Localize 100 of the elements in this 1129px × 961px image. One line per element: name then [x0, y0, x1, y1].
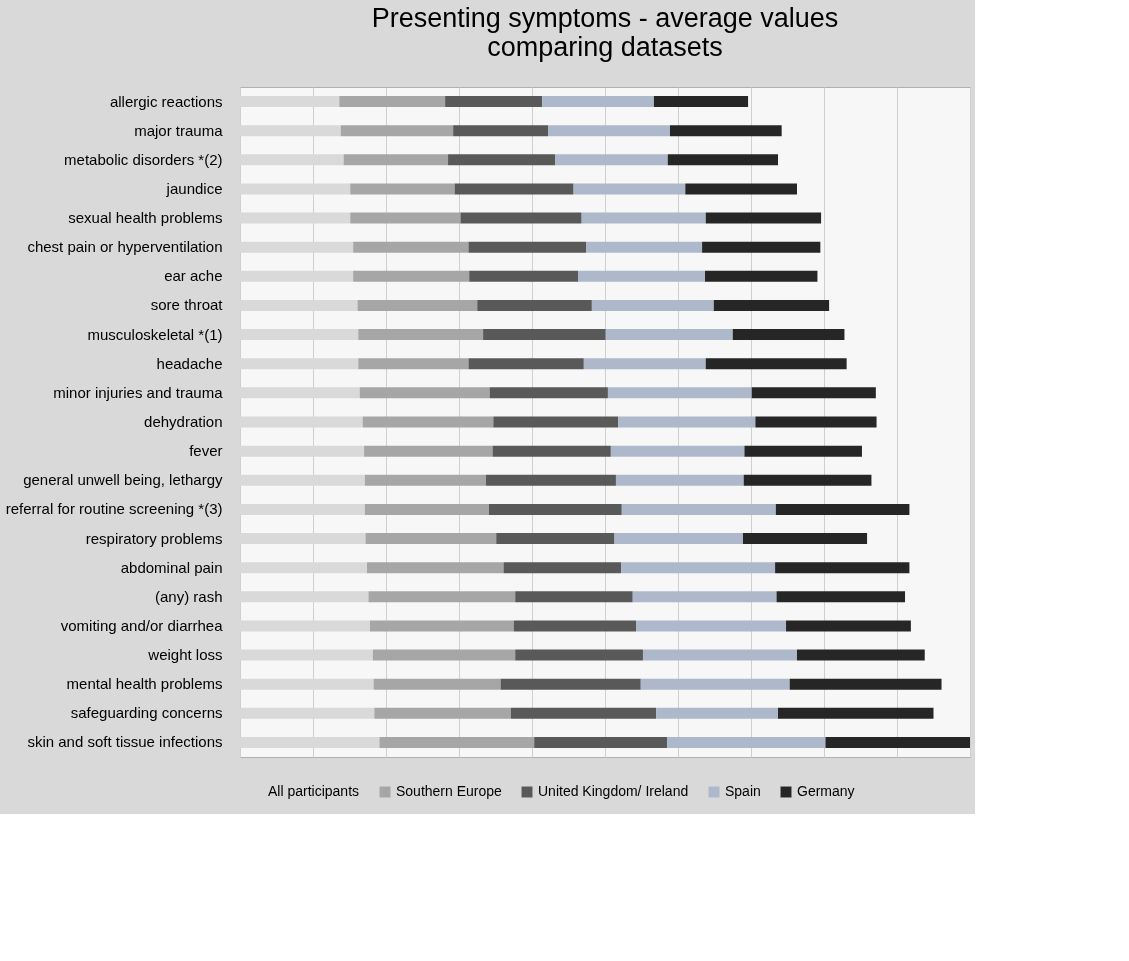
bar [500, 678, 641, 690]
bar [577, 270, 706, 282]
y-tick-label: safeguarding concerns [70, 704, 223, 722]
bar [775, 562, 910, 574]
bar [573, 183, 686, 195]
y-tick-label: ear ache [164, 267, 223, 285]
bar [510, 707, 657, 719]
bar [825, 736, 970, 748]
bar [468, 241, 587, 253]
y-tick-label: (any) rash [154, 587, 223, 605]
bar [685, 183, 797, 195]
text: comparing datasets [487, 32, 723, 62]
y-tick-label: sore throat [150, 296, 224, 314]
bar [743, 474, 872, 486]
bar [453, 125, 549, 137]
bar [353, 270, 470, 282]
y-tick-label: referral for routine screening *(3) [5, 500, 223, 518]
legend-label: Germany [797, 783, 855, 799]
bar [591, 299, 714, 311]
bar [755, 416, 877, 428]
bar [372, 649, 516, 661]
bar [669, 125, 782, 137]
bar [555, 154, 668, 166]
y-tick-label: allergic reactions [109, 92, 223, 110]
y-tick-label: musculoskeletal *(1) [87, 325, 223, 343]
bar [615, 474, 744, 486]
bar [705, 270, 818, 282]
bar [605, 329, 733, 341]
bar [534, 736, 668, 748]
bar [583, 358, 706, 370]
bar [796, 649, 925, 661]
bar [548, 125, 670, 137]
bar [492, 445, 611, 457]
bar [374, 707, 511, 719]
bar [656, 707, 779, 719]
bar [775, 503, 910, 515]
bar [642, 649, 797, 661]
bar [448, 154, 556, 166]
bar [653, 96, 749, 108]
bar [489, 387, 608, 399]
bar [586, 241, 703, 253]
bar [607, 387, 752, 399]
bar [369, 620, 514, 632]
bar [515, 591, 633, 603]
y-tick-label: vomiting and/or diarrhea [60, 616, 224, 634]
bar [364, 503, 489, 515]
bar [367, 562, 504, 574]
bar [636, 620, 787, 632]
bar [339, 96, 446, 108]
legend-label: Southern Europe [396, 783, 503, 799]
bar [581, 212, 706, 224]
bar [503, 562, 622, 574]
text: Presenting symptoms - average values [371, 3, 839, 33]
bar [632, 591, 777, 603]
bar [751, 387, 876, 399]
bar [776, 591, 906, 603]
bar [468, 358, 584, 370]
bar [705, 212, 822, 224]
bar [542, 96, 654, 108]
legend-label: United Kingdom/ Ireland [538, 783, 689, 799]
legend-label: Spain [725, 783, 761, 799]
y-tick-label: skin and soft tissue infections [27, 733, 223, 751]
bar [640, 678, 790, 690]
y-tick-label: minor injuries and trauma [53, 383, 224, 401]
bar [358, 329, 484, 341]
bar [789, 678, 942, 690]
bar [744, 445, 862, 457]
bar [742, 533, 868, 545]
y-tick-label: headache [156, 354, 223, 372]
bar [610, 445, 745, 457]
bar [350, 212, 461, 224]
bar [483, 329, 606, 341]
bar [359, 387, 490, 399]
bar [353, 241, 469, 253]
bar [365, 533, 497, 545]
bar [445, 96, 543, 108]
bar [488, 503, 622, 515]
bar [614, 533, 743, 545]
bar [340, 125, 454, 137]
bar [515, 649, 643, 661]
y-tick-label: respiratory problems [85, 529, 223, 547]
bar [496, 533, 615, 545]
bar [368, 591, 516, 603]
y-tick-label: sexual health problems [68, 209, 223, 227]
bar [350, 183, 455, 195]
bar [713, 299, 830, 311]
y-tick-label: weight loss [147, 646, 223, 664]
bar [618, 416, 756, 428]
y-tick-label: jaundice [165, 179, 223, 197]
y-tick-label: general unwell being, lethargy [23, 471, 223, 489]
bar [667, 736, 826, 748]
bar [732, 329, 845, 341]
y-tick-label: fever [189, 442, 223, 460]
y-tick-label: chest pain or hyperventilation [27, 238, 223, 256]
bar [621, 503, 776, 515]
y-tick-label: mental health problems [66, 675, 223, 693]
bar [702, 241, 821, 253]
bar [705, 358, 847, 370]
bar [477, 299, 592, 311]
bar [469, 270, 578, 282]
